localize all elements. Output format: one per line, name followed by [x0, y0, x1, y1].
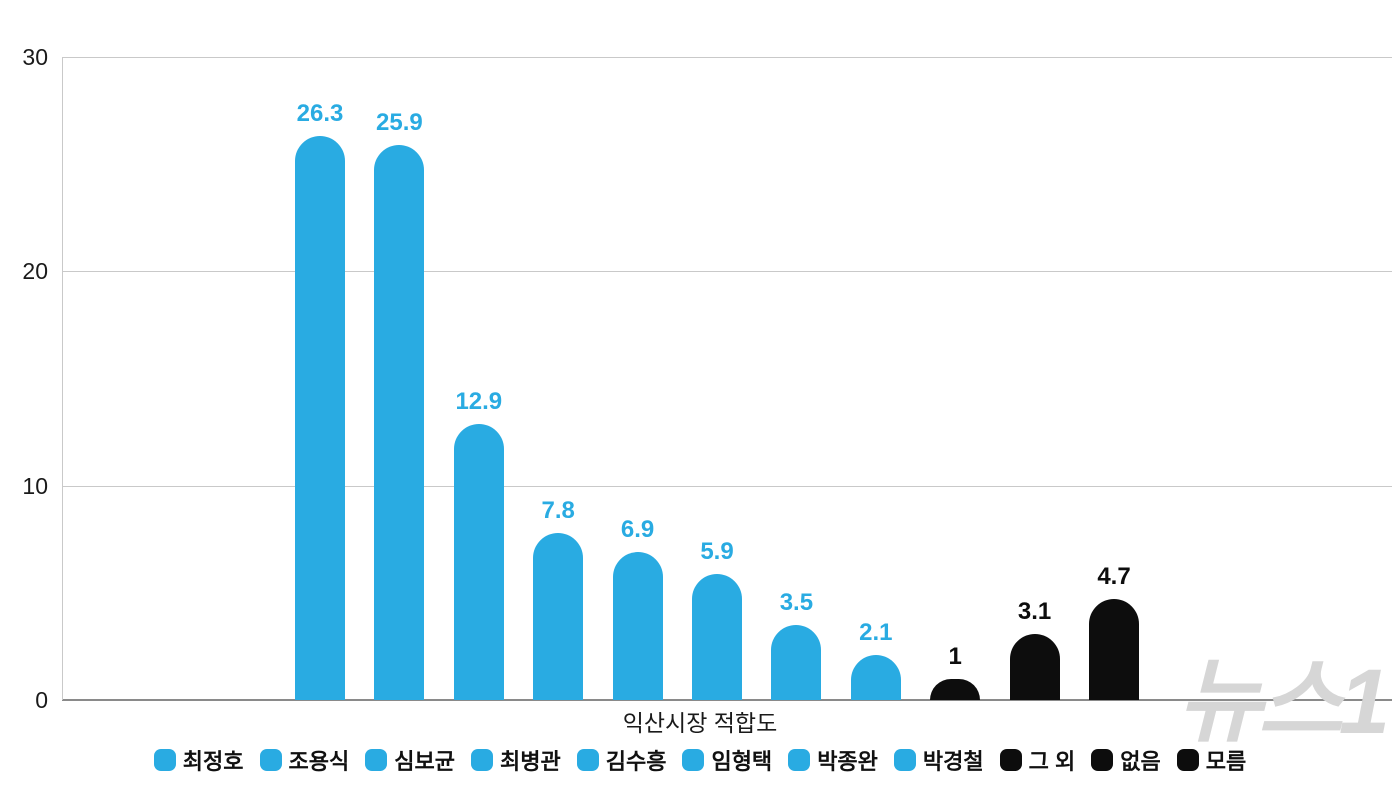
y-axis-tick-label: 0 [35, 687, 48, 713]
y-axis-line [62, 57, 63, 700]
legend-item: 조용식 [259, 744, 350, 776]
y-axis-tick-label: 10 [22, 472, 48, 499]
gridline [62, 271, 1392, 273]
legend-label: 최정호 [182, 749, 244, 774]
bar [533, 532, 584, 700]
legend-item: 박종완 [788, 744, 878, 776]
bar [453, 423, 504, 700]
legend-item: 최정호 [153, 744, 244, 776]
legend-swatch [893, 749, 916, 771]
legend-label: 최병관 [499, 749, 561, 774]
bar-value-label: 2.1 [859, 618, 893, 646]
legend: 최정호 조용식 심보균 최병관 김수흥 임형택 박종완 박경철 그 외 없음 모름 [0, 744, 1400, 776]
bar-value-label: 4.7 [1097, 563, 1131, 591]
legend-label: 김수흥 [605, 749, 667, 774]
legend-swatch [259, 749, 282, 771]
bar [295, 136, 345, 700]
bar-value-label: 3.1 [1017, 597, 1052, 625]
chart-title: 익산시장 적합도 [622, 710, 778, 736]
bar-value-label: 1 [948, 642, 962, 670]
bar [1089, 599, 1139, 700]
legend-label: 없음 [1120, 749, 1161, 774]
legend-swatch [576, 749, 599, 771]
legend-item: 임형택 [682, 744, 772, 776]
legend-item: 심보균 [365, 744, 455, 776]
legend-label: 그 외 [1028, 749, 1076, 774]
bar-value-label: 7.8 [541, 496, 575, 524]
bar-value-label: 3.5 [779, 588, 814, 616]
legend-label: 임형택 [711, 749, 773, 774]
legend-label: 박경철 [922, 749, 984, 774]
legend-swatch [1176, 749, 1199, 771]
legend-label: 조용식 [288, 749, 350, 774]
legend-label: 모름 [1205, 749, 1247, 774]
legend-swatch [682, 749, 705, 771]
y-axis-tick-label: 30 [22, 44, 48, 70]
legend-label: 박종완 [817, 749, 878, 774]
legend-swatch [470, 749, 493, 771]
legend-label: 심보균 [394, 749, 455, 774]
legend-swatch [788, 749, 811, 771]
legend-swatch [365, 749, 388, 771]
legend-item: 그 외 [999, 744, 1076, 776]
gridline [62, 57, 1392, 58]
bar-value-label: 6.9 [620, 516, 655, 544]
legend-swatch [1091, 749, 1114, 771]
bar-value-label: 5.9 [700, 537, 734, 565]
bar-value-label: 12.9 [455, 387, 503, 415]
bar [692, 573, 742, 700]
bar-value-label: 26.3 [296, 100, 344, 128]
y-axis-tick-label: 20 [22, 258, 48, 285]
bar [374, 144, 425, 700]
bar [1009, 633, 1060, 700]
bar [612, 552, 663, 700]
legend-item: 최병관 [470, 744, 561, 776]
legend-item: 박경철 [893, 744, 984, 776]
x-axis-baseline [62, 699, 1392, 701]
legend-item: 김수흥 [576, 744, 667, 776]
bar-value-label: 25.9 [376, 108, 423, 136]
legend-item: 없음 [1091, 744, 1161, 776]
bar [930, 678, 981, 700]
legend-swatch [153, 749, 176, 771]
bar [771, 624, 822, 700]
gridline [62, 485, 1392, 487]
legend-swatch [999, 749, 1022, 771]
bar [850, 654, 901, 700]
legend-item: 모름 [1176, 744, 1247, 776]
